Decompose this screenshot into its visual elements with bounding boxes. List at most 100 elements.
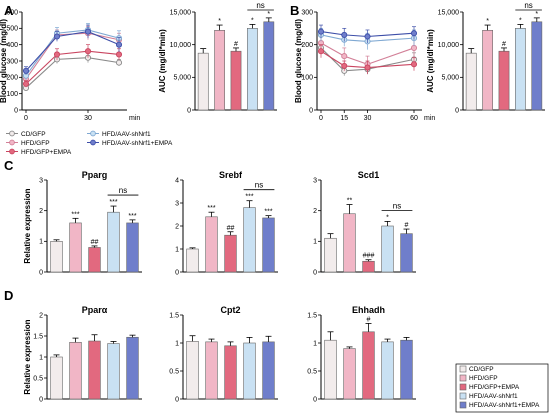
panel-label-b: B [290, 3, 299, 18]
chart-b-line: 0 100 200 300 Blood glucose (mg/dl) 0 15 30 60 mi… [294, 9, 435, 122]
d-ppara-y-label: Relative expression [23, 319, 32, 394]
data-point [341, 53, 348, 60]
bar [88, 247, 101, 273]
data-point [410, 30, 418, 37]
bar [400, 233, 413, 273]
b-line-y-tick-label: 300 [301, 9, 313, 16]
significance-label: *** [245, 194, 253, 201]
bar [324, 237, 337, 273]
legend-label: HFD/GFP+EMPA [469, 384, 520, 391]
bar [224, 345, 237, 400]
d-ehhadh-title: Ehhadh [352, 305, 385, 315]
bar [50, 241, 63, 273]
data-point [341, 62, 348, 69]
panel-label-a: A [4, 3, 14, 18]
c-srebf-y-tick-label: 1 [175, 246, 179, 253]
legend-label: HFD/AAV-shNrf1 [469, 393, 518, 400]
series-line [320, 50, 415, 69]
d-ppara-y-tick-label: 1.5 [33, 333, 43, 340]
legend-swatch [459, 392, 467, 400]
d-ehhadh-y-tick-label: 1.5 [307, 312, 317, 319]
legend-label: HFD/AAV-shNrf1+EMPA [469, 402, 540, 409]
a-auc-y-tick-label: 10,000 [170, 42, 192, 49]
b-auc-y-label: AUC (mg/dl*min) [426, 29, 435, 93]
bar [381, 341, 394, 400]
c-srebf-y-tick-label: 2 [175, 223, 179, 230]
b-line-y-tick-label: 200 [301, 42, 313, 49]
a-line-y-tick-label: 400 [6, 42, 18, 49]
d-cpt2-title: Cpt2 [221, 305, 241, 315]
significance-label: *** [264, 209, 272, 216]
data-point [364, 64, 371, 71]
x-unit-label: min [129, 115, 140, 122]
bar [343, 213, 356, 273]
c-pparg-y-label: Relative expression [23, 188, 32, 263]
bar [126, 222, 139, 273]
d-ppara-title: Pparα [82, 305, 108, 315]
c-scd1-y-tick-label: 1 [313, 239, 317, 246]
legend-swatch [459, 383, 467, 391]
d-cpt2-y-tick-label: 0.5 [169, 368, 179, 375]
data-point [115, 59, 123, 66]
series-line [320, 31, 415, 38]
a-auc-y-tick-label: 5,000 [173, 75, 191, 82]
ns-label: ns [119, 186, 127, 195]
x-unit-label: min [424, 115, 435, 122]
d-ppara-y-tick-label: 0 [39, 396, 43, 403]
a-line-y-tick-label: 500 [6, 26, 18, 33]
a-line-y-tick-label: 100 [6, 91, 18, 98]
data-point [115, 51, 123, 58]
x-tick-label: 0 [319, 115, 323, 122]
legend-label: HFD/GFP [469, 375, 498, 382]
legend-label: CD/GFP [469, 366, 494, 373]
x-tick-label: 0 [24, 115, 28, 122]
data-point [84, 28, 92, 35]
legend-marker [90, 130, 96, 137]
b-line-y-tick-label: 0 [309, 107, 313, 114]
data-point [84, 48, 92, 55]
significance-label: ## [227, 225, 235, 232]
data-point [364, 33, 371, 40]
panel-labels: A B C D [4, 3, 299, 303]
significance-label: * [251, 17, 254, 24]
bar [247, 28, 258, 111]
ns-label: ns [524, 1, 532, 10]
series-line [320, 42, 415, 65]
data-point [22, 67, 30, 74]
bar [230, 50, 242, 111]
c-pparg-y-tick-label: 2 [39, 208, 43, 215]
significance-label: * [486, 18, 489, 25]
data-point [317, 48, 325, 55]
bar [205, 216, 218, 273]
bar [197, 52, 209, 111]
c-scd1-y-tick-label: 2 [313, 208, 317, 215]
data-point [53, 33, 61, 40]
bar [515, 28, 526, 111]
significance-label: *** [109, 199, 117, 206]
significance-label: * [519, 17, 522, 24]
data-point [22, 80, 30, 87]
chart-c-scd1: 0 1 2 3 Scd1 ** ### * # ns [313, 170, 416, 276]
c-pparg-title: Pparg [82, 170, 108, 180]
a-line-y-tick-label: 0 [14, 107, 18, 114]
data-point [115, 41, 123, 48]
significance-label: * [535, 11, 538, 18]
legend-label: HFD/AAV-shNrf1+EMPA [102, 140, 173, 147]
legend-label: HFD/AAV-shNrf1 [102, 131, 151, 138]
series-line [320, 34, 415, 42]
bar [465, 52, 477, 111]
data-point [341, 31, 348, 38]
c-pparg-y-tick-label: 0 [39, 269, 43, 276]
chart-d-ehhadh: 0 0.5 1 1.5 Ehhadh# [307, 305, 416, 403]
legend-label: CD/GFP [21, 131, 46, 138]
bar [88, 340, 101, 400]
bar [186, 341, 199, 400]
c-srebf-y-tick-label: 3 [175, 200, 179, 207]
c-scd1-title: Scd1 [358, 170, 380, 180]
bar [262, 217, 275, 273]
